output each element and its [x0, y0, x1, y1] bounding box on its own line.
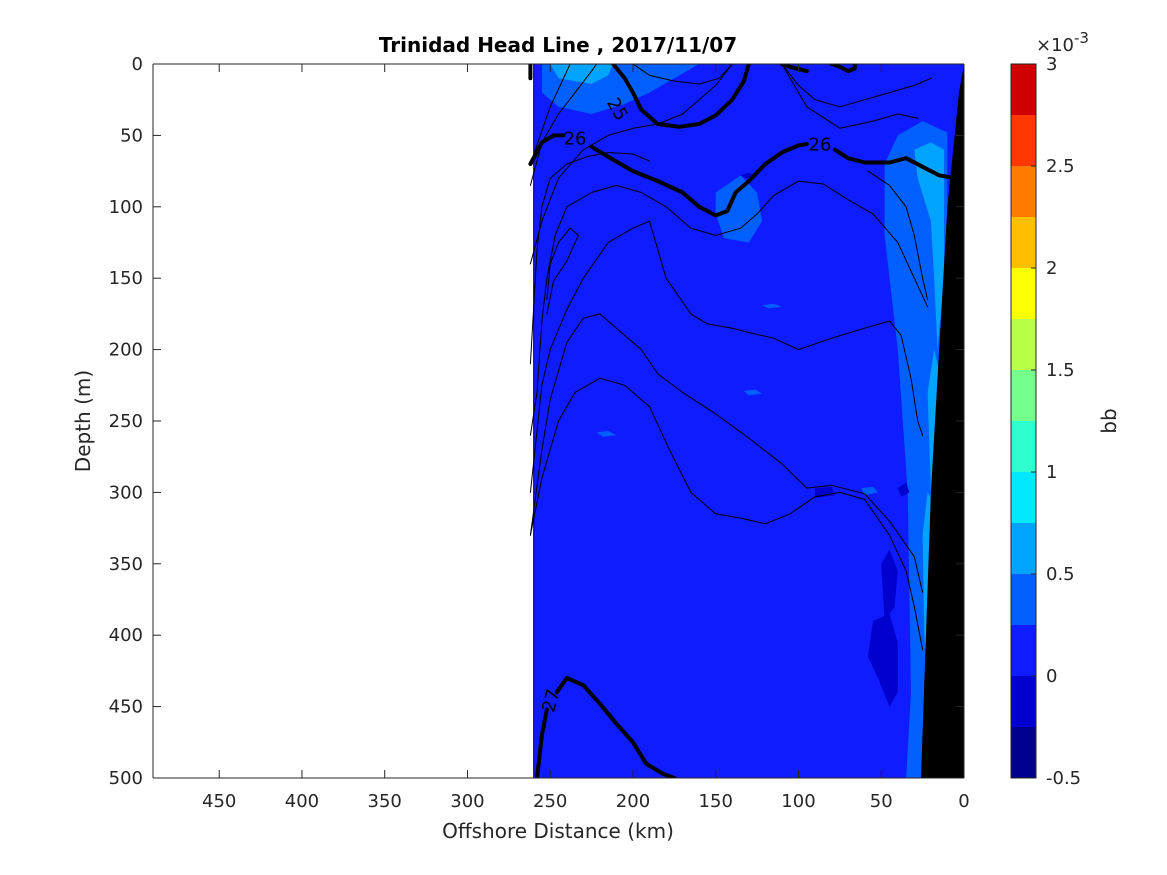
- colorbar-tick-label: 1: [1046, 462, 1057, 483]
- y-axis-label: Depth (m): [71, 370, 95, 472]
- contour-line-25: [611, 64, 751, 129]
- contour-line: [781, 64, 919, 129]
- y-tick-label: 50: [120, 125, 143, 146]
- colorbar-swatch: [1011, 217, 1036, 268]
- chart-title: Trinidad Head Line , 2017/11/07: [379, 33, 737, 57]
- colorbar-tick-label: 1.5: [1046, 360, 1075, 381]
- colorbar-swatch: [1011, 115, 1036, 166]
- colorbar-frame: [1010, 63, 1037, 779]
- colorbar-tick-label: 0.5: [1046, 564, 1075, 585]
- x-tick-label: 450: [202, 791, 236, 812]
- field-patch: [861, 486, 878, 496]
- colorbar-swatch: [1011, 625, 1036, 676]
- y-tick-label: 250: [109, 411, 143, 432]
- contour-label: 26: [564, 129, 587, 150]
- field-patch: [815, 486, 835, 499]
- contour-line-25: [829, 64, 857, 74]
- x-tick-label: 200: [616, 791, 650, 812]
- colorbar-tick-label: 3: [1046, 54, 1057, 75]
- colorbar-swatch: [1011, 166, 1036, 217]
- colorbar-exponent-power: -3: [1074, 29, 1089, 47]
- contour-line: [867, 170, 929, 301]
- x-axis-ticks: 450 400 350 300 250 200 150 100 50 0: [202, 64, 970, 812]
- field-patch: [743, 389, 763, 396]
- colorbar-tick-label: 0: [1046, 666, 1057, 687]
- y-tick-label: 350: [109, 554, 143, 575]
- contour-line-26: [832, 147, 958, 181]
- contour-line: [529, 377, 924, 650]
- y-axis-ticks: 0 50 100 150 200 250 300 350 400 450 500: [109, 54, 964, 789]
- contour-line: [529, 152, 650, 365]
- contour-line: [529, 64, 733, 265]
- contour-line: [781, 64, 932, 108]
- x-axis-label: Offshore Distance (km): [442, 819, 674, 843]
- contour-line-27: [554, 676, 677, 778]
- colorbar: 3 2.5 2 1.5 1 0.5 0 -0.5 ×10-3 bb: [1010, 29, 1121, 789]
- field-patch: [914, 142, 945, 350]
- y-tick-label: 100: [109, 197, 143, 218]
- x-tick-label: 0: [958, 791, 969, 812]
- colorbar-exponent: ×10-3: [1036, 29, 1089, 56]
- colorbar-swatch: [1011, 523, 1036, 574]
- contour-line-25: [779, 64, 809, 74]
- contour-line: [529, 220, 924, 493]
- x-tick-label: 250: [533, 791, 567, 812]
- field-patch: [897, 482, 910, 497]
- x-tick-label: 150: [699, 791, 733, 812]
- x-tick-label: 400: [285, 791, 319, 812]
- y-tick-label: 0: [132, 54, 143, 75]
- contour-line: [546, 227, 579, 315]
- field-patch: [715, 175, 763, 243]
- contour-lines: [528, 64, 958, 778]
- contour-line-26: [589, 142, 809, 218]
- field-patch: [596, 431, 617, 437]
- y-tick-label: 150: [109, 268, 143, 289]
- contour-line: [529, 64, 571, 165]
- colorbar-swatches: [1011, 64, 1036, 778]
- colorbar-swatch: [1011, 676, 1036, 727]
- field-patch: [762, 303, 782, 309]
- colorbar-tick-label: 2.5: [1046, 156, 1075, 177]
- y-tick-label: 500: [109, 768, 143, 789]
- colorbar-swatch: [1011, 472, 1036, 523]
- seafloor-polygon: [921, 64, 964, 778]
- contour-line: [529, 180, 929, 436]
- contour-line-26: [528, 133, 566, 166]
- y-tick-label: 200: [109, 340, 143, 361]
- seafloor: [921, 64, 964, 778]
- colorbar-swatch: [1011, 370, 1036, 421]
- colorbar-swatch: [1011, 64, 1036, 115]
- colorbar-swatch: [1011, 574, 1036, 625]
- colorbar-exponent-base: ×10: [1036, 35, 1074, 56]
- colorbar-swatch: [1011, 319, 1036, 370]
- contour-line: [529, 313, 924, 593]
- x-tick-label: 50: [870, 791, 893, 812]
- colorbar-swatch: [1011, 268, 1036, 319]
- colorbar-swatch: [1011, 421, 1036, 472]
- contour-line-27: [535, 707, 549, 778]
- colorbar-label: bb: [1097, 408, 1121, 433]
- y-tick-label: 400: [109, 625, 143, 646]
- colorbar-ticks: 3 2.5 2 1.5 1 0.5 0 -0.5: [1031, 54, 1081, 789]
- colorbar-tick-label: -0.5: [1046, 768, 1081, 789]
- contour-line: [632, 64, 733, 85]
- field-patch: [868, 613, 898, 707]
- x-tick-label: 100: [781, 791, 815, 812]
- y-tick-label: 450: [109, 697, 143, 718]
- data-field: [533, 64, 964, 778]
- field-patch: [550, 64, 614, 84]
- x-tick-label: 350: [368, 791, 402, 812]
- x-tick-label: 300: [450, 791, 484, 812]
- colorbar-tick-label: 2: [1046, 258, 1057, 279]
- colorbar-swatch: [1011, 727, 1036, 778]
- field-patch: [881, 549, 898, 621]
- contour-label: 26: [809, 134, 832, 155]
- y-tick-label: 300: [109, 482, 143, 503]
